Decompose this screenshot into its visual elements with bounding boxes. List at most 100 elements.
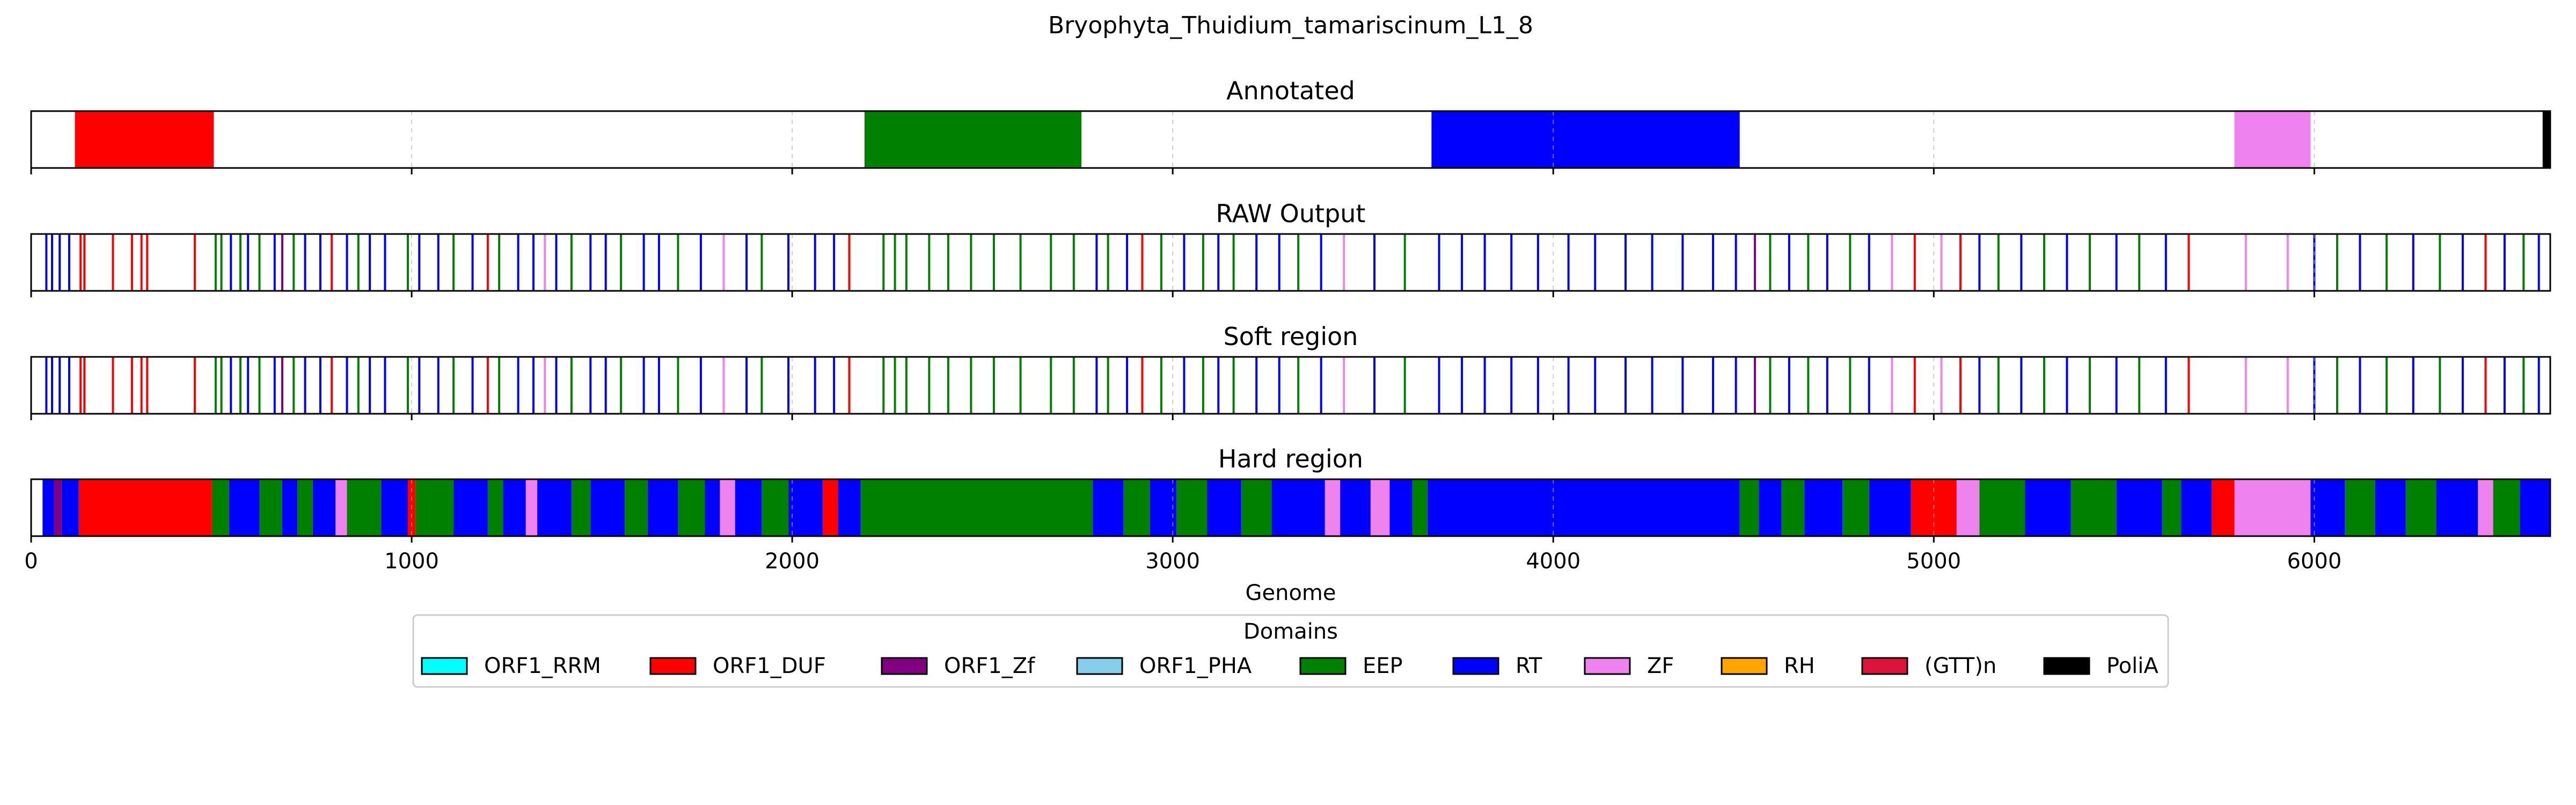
track-title: RAW Output (1216, 199, 1366, 228)
segment-rt (2025, 479, 2071, 536)
segment-rt (647, 479, 678, 536)
legend-label: ORF1_RRM (484, 654, 601, 678)
segment-eep (1123, 479, 1150, 536)
segment-eep (211, 479, 229, 536)
segment-eep (2070, 479, 2117, 536)
segment-eep (487, 479, 503, 536)
legend-swatch (881, 657, 928, 675)
segment-orf1_duf (75, 111, 214, 168)
segment-zf (1370, 479, 1390, 536)
segment-rt (838, 479, 861, 536)
segment-orf1_duf (2211, 479, 2235, 536)
legend-swatch (1721, 657, 1768, 675)
track-title: Soft region (1224, 322, 1358, 351)
segment-eep (1412, 479, 1428, 536)
segment-rt (1093, 479, 1124, 536)
legend-swatch (1076, 657, 1123, 675)
legend-label: PoliA (2106, 654, 2158, 678)
segment-eep (1241, 479, 1272, 536)
legend-title: Domains (1243, 619, 1338, 644)
segment-eep (2162, 479, 2182, 536)
segment-rt (1804, 479, 1843, 536)
track-hard-region: Hard region (30, 444, 2551, 543)
legend-label: ORF1_PHA (1139, 654, 1252, 678)
segment-rt (1340, 479, 1371, 536)
segment-rt (1431, 111, 1740, 168)
segment-eep (2405, 479, 2436, 536)
legend: Domains ORF1_RRM ORF1_DUF ORF1_Zf ORF1_PHA E… (412, 614, 2169, 688)
segment-rt (503, 479, 526, 536)
segment-rt (1207, 479, 1241, 536)
legend-label: ORF1_DUF (713, 654, 826, 678)
segment-eep (1176, 479, 1208, 536)
segment-rt (1759, 479, 1782, 536)
segment-eep (347, 479, 382, 536)
segment-rt (2436, 479, 2478, 536)
legend-item-polia: PoliA (2043, 654, 2158, 678)
segment-zf (1956, 479, 1980, 536)
segment-eep (571, 479, 591, 536)
segment-rt (705, 479, 720, 536)
segment-zf (335, 479, 347, 536)
x-tick-label: 6000 (2287, 549, 2341, 574)
segment-rt (735, 479, 762, 536)
segment-rt (42, 479, 54, 536)
segment-rt (312, 479, 336, 536)
segment-eep (1842, 479, 1869, 536)
legend-items: ORF1_RRM ORF1_DUF ORF1_Zf ORF1_PHA EEP RT ZF RH… (421, 654, 2158, 678)
segment-rt (537, 479, 572, 536)
legend-label: RH (1784, 654, 1815, 678)
segment-zf (2478, 479, 2493, 536)
track-frame (30, 356, 2551, 415)
segment-rt (453, 479, 488, 536)
legend-label: ZF (1647, 654, 1674, 678)
x-axis: 0 1000 2000 3000 4000 5000 6000 (24, 549, 2341, 574)
legend-item-gtt: (GTT)n (1861, 654, 1996, 678)
legend-item-eep: EEP (1299, 654, 1403, 678)
segment-eep (625, 479, 648, 536)
legend-swatch (1452, 657, 1499, 675)
x-tick-label: 3000 (1145, 549, 1200, 574)
segment-zf (1324, 479, 1341, 536)
legend-item-rh: RH (1721, 654, 1815, 678)
segment-rt (61, 479, 79, 536)
segment-rt (1150, 479, 1177, 536)
track-frame (30, 110, 2551, 169)
legend-item-orf1_duf: ORF1_DUF (649, 654, 826, 678)
track-soft-region: Soft region (30, 322, 2551, 420)
segment-rt (2310, 479, 2345, 536)
track-annotated: Annotated (30, 76, 2551, 174)
legend-item-orf1_pha: ORF1_PHA (1076, 654, 1252, 678)
legend-swatch (1299, 657, 1346, 675)
track-title: Hard region (1218, 444, 1363, 473)
legend-swatch (1584, 657, 1631, 675)
legend-swatch (1861, 657, 1908, 675)
segment-zf (720, 479, 735, 536)
track-frame (30, 233, 2551, 292)
x-axis-label: Genome (1245, 581, 1336, 605)
segment-eep (860, 479, 1093, 536)
segment-rt (2375, 479, 2406, 536)
segment-rt (2181, 479, 2212, 536)
legend-swatch (421, 657, 468, 675)
segment-rt (282, 479, 298, 536)
segment-eep (415, 479, 454, 536)
legend-swatch (2043, 657, 2090, 675)
segment-rt (590, 479, 625, 536)
segment-rt (229, 479, 260, 536)
legend-label: (GTT)n (1924, 654, 1996, 678)
x-tick-label: 4000 (1526, 549, 1580, 574)
legend-label: ORF1_Zf (944, 654, 1035, 678)
segment-eep (1979, 479, 2025, 536)
x-tick-label: 0 (24, 549, 38, 574)
segment-orf1_zf (54, 479, 62, 536)
segment-zf (2234, 111, 2311, 168)
segment-eep (1739, 479, 1759, 536)
segment-eep (259, 479, 282, 536)
track-title: Annotated (1226, 76, 1355, 105)
segment-eep (678, 479, 705, 536)
chart-title: Bryophyta_Thuidium_tamariscinum_L1_8 (1048, 12, 1533, 39)
legend-item-rt: RT (1452, 654, 1542, 678)
segment-eep (864, 111, 1082, 168)
